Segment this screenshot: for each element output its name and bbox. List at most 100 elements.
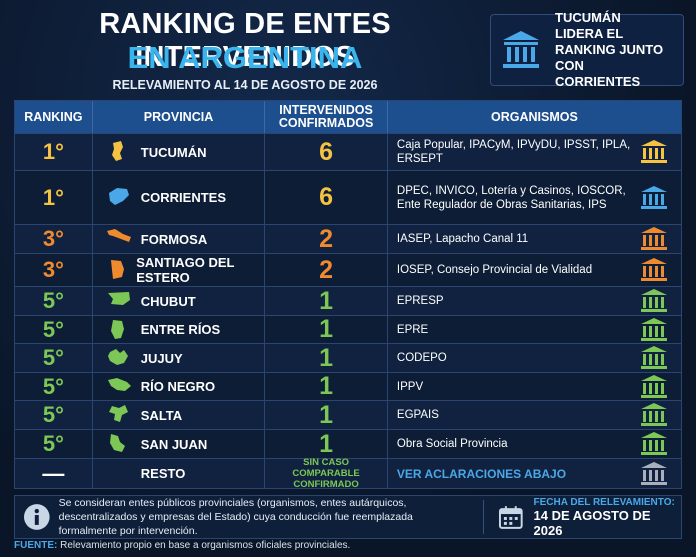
province-shape (107, 463, 133, 485)
source: FUENTE: Relevamiento propio en base a or… (14, 540, 350, 551)
province-shape (110, 260, 124, 279)
source-label: FUENTE: (14, 540, 58, 551)
province: SAN JUAN (140, 436, 208, 452)
building-icon (641, 317, 667, 341)
organisms: EGPAIS (396, 409, 439, 421)
building-icon (641, 432, 667, 455)
table-row: 1° CORRIENTES 6 DPEC, INVICO, Lotería y Cas… (15, 170, 681, 224)
organisms: DPEC, INVICO, Lotería y Casinos, IOSCOR,… (396, 184, 626, 211)
count: SIN CASO COMPARABLE CONFIRMADO (292, 457, 360, 490)
province-cell: CORRIENTES (93, 171, 266, 224)
date: 14 DE AGOSTO DE 2026 (533, 507, 651, 538)
province-shape (107, 377, 131, 391)
source-text: Relevamiento propio en base a organismos… (60, 540, 351, 551)
count-cell: 1 (265, 430, 388, 458)
province: TUCUMÁN (140, 144, 207, 160)
rank-cell: — (15, 459, 93, 488)
count: 1 (319, 286, 334, 315)
organisms-cell: EPRESP (388, 287, 681, 315)
organisms: EPRESP (396, 295, 444, 307)
rank: 5° (42, 316, 64, 342)
province-cell: JUJUY (93, 344, 266, 372)
ranking-table: RANKING PROVINCIA INTERVENIDOS CONFIRMAD… (14, 100, 682, 490)
count: 1 (319, 372, 334, 400)
rank-cell: 3° (15, 254, 93, 286)
organisms-cell: CODEPO (388, 344, 681, 372)
table-row: 1° TUCUMÁN 6 Caja Popular, IPACyM, IPVyDU, … (15, 133, 681, 170)
rank-cell: 1° (15, 171, 93, 224)
organisms: Obra Social Provincia (396, 438, 508, 450)
province-cell: SAN JUAN (93, 430, 266, 458)
count-cell: 1 (265, 344, 388, 372)
column-header: INTERVENIDOS CONFIRMADOS (265, 101, 388, 133)
province: FORMOSA (140, 231, 208, 247)
count-cell: 6 (265, 171, 388, 224)
province-shape (106, 229, 131, 242)
rank-cell: 3° (15, 225, 93, 253)
rank: 5° (42, 345, 64, 370)
table-row: 5° CHUBUT 1 EPRESP (15, 286, 681, 315)
province-cell: SANTIAGO DEL ESTERO (93, 254, 266, 286)
calendar-icon (498, 506, 523, 529)
province-shape (109, 434, 125, 452)
organisms-cell: Obra Social Provincia (388, 430, 681, 458)
rank: 1° (42, 184, 64, 210)
rank: 3° (42, 257, 64, 282)
province-cell: RÍO NEGRO (93, 373, 266, 400)
organisms-cell: EPRE (388, 316, 681, 343)
organisms-cell: Caja Popular, IPACyM, IPVyDU, IPSST, IPL… (388, 134, 681, 170)
rank: 5° (42, 373, 64, 399)
callout: TUCUMÁN LIDERA EL RANKING JUNTO CON CORR… (490, 10, 684, 89)
province-shape (108, 187, 129, 205)
organisms[interactable]: VER ACLARACIONES ABAJO (396, 466, 567, 481)
province-cell: FORMOSA (93, 225, 266, 253)
table-row: — RESTO SIN CASO COMPARABLE CONFIRMADO VER … (15, 457, 681, 490)
count-cell: 1 (265, 401, 388, 429)
count-cell: 1 (265, 315, 388, 343)
rank-cell: 5° (15, 316, 93, 343)
province: JUJUY (140, 350, 183, 366)
count: 2 (319, 255, 334, 284)
rank: 5° (42, 402, 64, 427)
table-row: 5° JUJUY 1 CODEPO (15, 343, 681, 372)
organisms-cell: IASEP, Lapacho Canal 11 (388, 225, 681, 253)
province-cell: ENTRE RÍOS (93, 316, 266, 343)
table-row: 5° ENTRE RÍOS 1 EPRE (15, 315, 681, 343)
organisms: EPRE (396, 323, 429, 336)
province: SALTA (140, 407, 183, 423)
province: CHUBUT (140, 293, 196, 309)
table-row: 3° SANTIAGO DEL ESTERO 2 IOSEP, Consejo Pro… (15, 253, 681, 286)
building-icon (641, 258, 667, 281)
count-cell: 6 (265, 134, 388, 170)
building-icon (641, 227, 667, 250)
info-icon (23, 504, 50, 530)
count: 1 (319, 429, 334, 458)
province: RESTO (140, 466, 186, 481)
organisms-cell: DPEC, INVICO, Lotería y Casinos, IOSCOR,… (388, 171, 681, 224)
rank-cell: 5° (15, 344, 93, 372)
organisms: IOSEP, Consejo Provincial de Vialidad (396, 264, 593, 276)
organisms-cell: IOSEP, Consejo Provincial de Vialidad (388, 254, 681, 286)
rank: — (42, 460, 65, 486)
count: 6 (319, 137, 334, 166)
column-header: RANKING (15, 101, 93, 133)
province: RÍO NEGRO (140, 379, 216, 394)
province-cell: SALTA (93, 401, 266, 429)
rank: 5° (42, 288, 64, 313)
footer-note: Se consideran entes públicos provinciale… (58, 497, 413, 537)
province-shape (107, 349, 128, 365)
province-shape (108, 405, 128, 422)
column-header: ORGANISMOS (491, 109, 578, 124)
count: 1 (319, 400, 334, 429)
province: SANTIAGO DEL ESTERO (136, 255, 235, 285)
rank-cell: 1° (15, 134, 93, 170)
count-cell: SIN CASO COMPARABLE CONFIRMADO (265, 457, 388, 490)
organisms: IPPV (396, 380, 424, 393)
title: RANKING DE ENTES INTERVENIDOS (99, 8, 391, 73)
subtitle: RELEVAMIENTO AL 14 DE AGOSTO DE 2026 (112, 78, 378, 92)
building-icon (641, 346, 667, 369)
bank-icon (503, 31, 539, 68)
rank: 1° (42, 139, 64, 164)
rank-cell: 5° (15, 401, 93, 429)
separator (482, 500, 484, 534)
